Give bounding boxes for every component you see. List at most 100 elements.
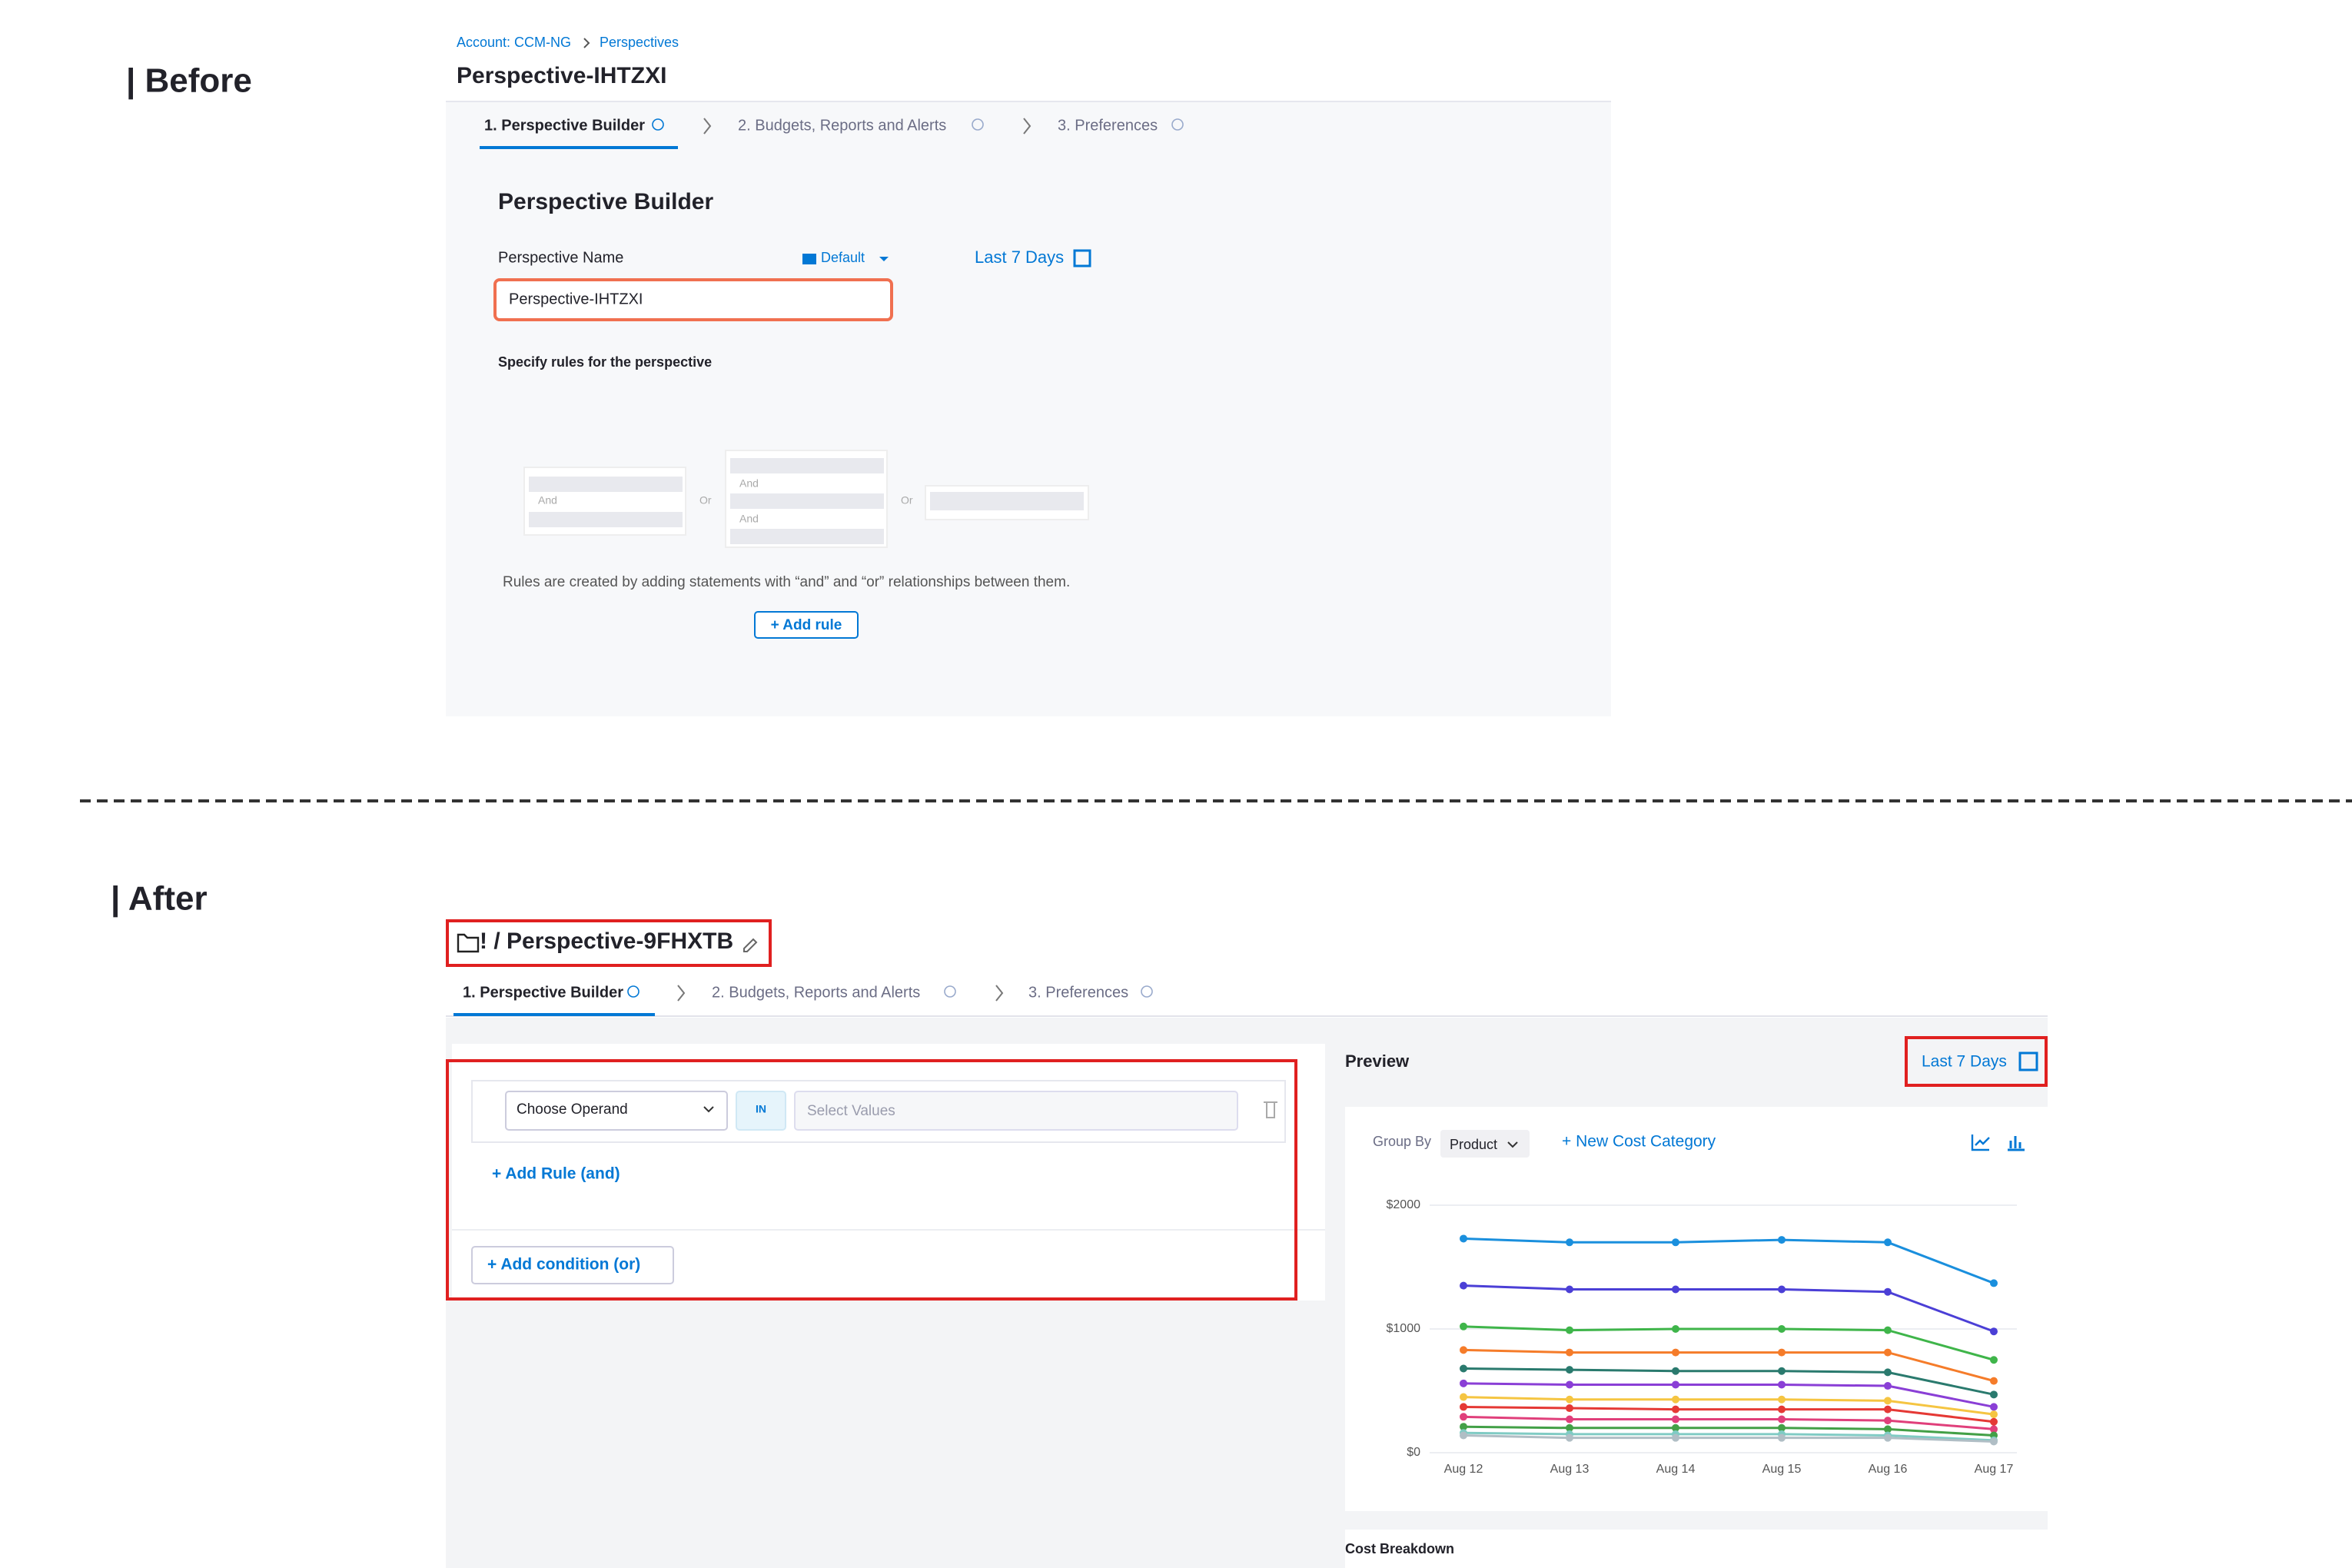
add-rule-button[interactable] <box>754 611 859 639</box>
data-point <box>1566 1433 1573 1442</box>
operand-select[interactable] <box>505 1091 728 1131</box>
folder[interactable]: Default <box>821 250 865 265</box>
group-by: Product <box>1450 1137 1497 1152</box>
highlight <box>446 919 772 967</box>
time-range[interactable]: Last 7 Days <box>975 247 1064 267</box>
and-label: And <box>739 477 759 490</box>
step[interactable]: 1. Perspective Builder <box>484 117 645 134</box>
operator-label: IN <box>756 1103 766 1115</box>
series-line <box>1463 1348 1995 1383</box>
tab-underline <box>453 1013 655 1016</box>
data-point <box>1460 1281 1467 1290</box>
breadcrumb[interactable]: Account: CCM-NG <box>457 35 571 50</box>
data-point <box>1566 1395 1573 1404</box>
values-input[interactable] <box>794 1091 1238 1131</box>
step[interactable]: 2. Budgets, Reports and Alerts <box>712 984 920 1001</box>
data-point <box>1778 1433 1786 1442</box>
rule-bar <box>529 477 683 492</box>
data-point <box>1672 1395 1679 1404</box>
calendar-icon <box>2018 1051 2038 1071</box>
delete-icon[interactable] <box>1264 1101 1277 1118</box>
x-tick-label: Aug 15 <box>1762 1463 1802 1476</box>
data-point <box>1460 1413 1467 1421</box>
data-point <box>1778 1380 1786 1389</box>
data-point <box>1884 1433 1892 1442</box>
data-point <box>1778 1236 1786 1244</box>
series-line <box>1463 1237 1995 1284</box>
group-by-select[interactable] <box>1440 1130 1530 1158</box>
data-point <box>1884 1405 1892 1414</box>
rule-bar <box>730 493 884 509</box>
x-tick-label: Aug 17 <box>1975 1463 2014 1476</box>
data-point <box>1990 1279 1998 1287</box>
step[interactable]: 3. Preferences <box>1058 117 1158 134</box>
data-point <box>1460 1234 1467 1243</box>
series-line <box>1463 1433 1995 1443</box>
chevron <box>995 985 1004 1002</box>
bar-chart-icon[interactable] <box>2008 1136 2025 1151</box>
step[interactable]: 2. Budgets, Reports and Alerts <box>738 117 946 134</box>
series-line <box>1463 1396 1995 1416</box>
data-point <box>1990 1390 1998 1399</box>
data-point <box>1672 1423 1679 1432</box>
data-point <box>1778 1415 1786 1423</box>
step[interactable]: 3. Preferences <box>1028 984 1128 1001</box>
data-point <box>1778 1325 1786 1333</box>
y-tick-label: $1000 <box>1387 1322 1421 1335</box>
add-condition-button[interactable] <box>471 1246 674 1284</box>
tab-underline <box>480 146 678 149</box>
series-line <box>1463 1415 1995 1430</box>
new-cost-category[interactable]: + New Cost Category <box>1562 1133 1716 1151</box>
chevron <box>677 985 686 1002</box>
data-point <box>1990 1437 1998 1446</box>
time-range[interactable]: Last 7 Days <box>1922 1053 2007 1071</box>
info-icon <box>1171 118 1184 131</box>
data-point <box>1990 1410 1998 1419</box>
data-point <box>1460 1393 1467 1401</box>
name-input[interactable] <box>493 278 893 321</box>
data-point <box>1884 1348 1892 1357</box>
data-point <box>1460 1379 1467 1387</box>
data-point <box>1884 1417 1892 1425</box>
panel <box>446 101 1611 716</box>
data-point <box>1566 1285 1573 1294</box>
line-chart-icon[interactable] <box>1971 1134 1990 1151</box>
step[interactable]: 1. Perspective Builder <box>463 984 623 1001</box>
data-point <box>1566 1415 1573 1423</box>
chart-card <box>1345 1107 2048 1511</box>
breadcrumb[interactable]: Perspectives <box>600 35 679 50</box>
info-icon <box>972 118 984 131</box>
info-icon <box>627 985 639 998</box>
info-icon <box>1141 985 1153 998</box>
series-line <box>1463 1425 1995 1437</box>
data-point <box>1990 1425 1998 1433</box>
folder-icon <box>457 933 480 953</box>
data-point <box>1672 1367 1679 1375</box>
series-line <box>1463 1382 1995 1408</box>
data-point <box>1566 1380 1573 1389</box>
x-tick-label: Aug 12 <box>1444 1463 1483 1476</box>
series-line <box>1463 1284 1995 1333</box>
edit-icon[interactable] <box>743 938 758 952</box>
info-icon <box>944 985 956 998</box>
data-point <box>1672 1405 1679 1414</box>
or-label: Or <box>699 494 712 507</box>
group-by-label: Group By <box>1373 1134 1431 1149</box>
operator[interactable] <box>736 1091 786 1131</box>
data-point <box>1778 1285 1786 1294</box>
add-rule[interactable]: + Add Rule (and) <box>492 1165 620 1183</box>
heading: | Before <box>126 62 252 101</box>
or-label: Or <box>901 494 913 507</box>
calendar-icon <box>1073 249 1091 267</box>
folder-icon <box>802 254 816 264</box>
data-point <box>1672 1380 1679 1389</box>
y-tick-label: $2000 <box>1387 1198 1421 1211</box>
section-title: Perspective Builder <box>498 189 713 214</box>
input-value: Perspective-IHTZXI <box>509 291 643 307</box>
data-point <box>1460 1322 1467 1330</box>
rules-illustration: And And And Or Or <box>523 450 1089 548</box>
and-label: And <box>538 494 557 507</box>
data-point <box>1460 1346 1467 1354</box>
x-tick-label: Aug 14 <box>1656 1463 1696 1476</box>
